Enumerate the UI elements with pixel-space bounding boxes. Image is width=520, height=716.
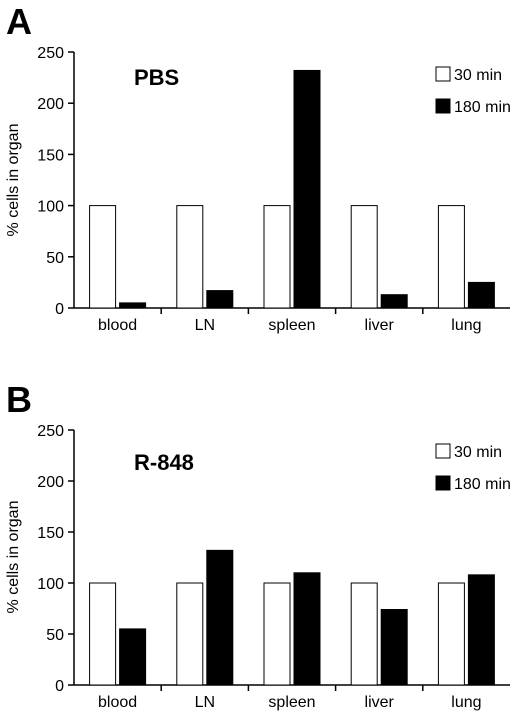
panel-title: R-848	[134, 450, 194, 475]
category-label: blood	[98, 694, 137, 711]
category-label: spleen	[268, 694, 315, 711]
category-label: spleen	[268, 317, 315, 334]
y-tick-label: 100	[37, 576, 64, 593]
category-label: LN	[195, 317, 215, 334]
category-label: lung	[451, 317, 481, 334]
y-axis-label: % cells in organ	[5, 124, 22, 237]
y-tick-label: 150	[37, 147, 64, 164]
legend-label: 30 min	[454, 67, 502, 84]
bar-spleen-180min	[293, 572, 321, 686]
legend-label: 30 min	[454, 444, 502, 461]
panel-letter: A	[6, 1, 32, 42]
bar-blood-180min	[119, 628, 147, 686]
bar-liver-30min	[350, 582, 378, 686]
bar-spleen-30min	[263, 582, 291, 686]
chart-panel-a: A 0 50 100 150 200 250 % cells in organ blood LN s…	[5, 1, 511, 334]
y-tick-label: 150	[37, 525, 64, 542]
chart-panel-b: B 0 50 100 150 200 250 % cells in organ blood LN s…	[5, 379, 511, 711]
y-tick-label: 200	[37, 96, 64, 113]
legend-swatch	[435, 475, 451, 491]
legend-swatch	[435, 443, 451, 459]
bar-ln-30min	[176, 582, 204, 686]
bar-blood-30min	[89, 582, 117, 686]
category-label: LN	[195, 694, 215, 711]
bar-ln-30min	[176, 205, 204, 309]
category-label: lung	[451, 694, 481, 711]
bar-ln-180min	[206, 549, 234, 686]
y-tick-label: 50	[46, 250, 64, 267]
bar-spleen-180min	[293, 69, 321, 309]
bar-lung-30min	[437, 582, 465, 686]
panel-title: PBS	[134, 65, 179, 90]
bar-ln-180min	[206, 290, 234, 309]
bar-spleen-30min	[263, 205, 291, 309]
category-label: liver	[365, 694, 395, 711]
y-tick-label: 0	[55, 678, 64, 695]
legend-swatch	[435, 98, 451, 114]
y-tick-label: 0	[55, 301, 64, 318]
y-tick-label: 100	[37, 199, 64, 216]
y-tick-label: 200	[37, 474, 64, 491]
bar-liver-180min	[380, 294, 408, 309]
panel-letter: B	[6, 379, 32, 420]
bar-lung-180min	[467, 281, 495, 309]
y-tick-label: 250	[37, 423, 64, 440]
bar-blood-30min	[89, 205, 117, 309]
bar-blood-180min	[119, 302, 147, 309]
bar-liver-30min	[350, 205, 378, 309]
bar-lung-30min	[437, 205, 465, 309]
bar-liver-180min	[380, 609, 408, 686]
y-tick-label: 50	[46, 627, 64, 644]
category-label: blood	[98, 317, 137, 334]
legend-swatch	[435, 66, 451, 82]
y-axis-label: % cells in organ	[5, 501, 22, 614]
bar-lung-180min	[467, 574, 495, 686]
category-label: liver	[365, 317, 395, 334]
legend-label: 180 min	[454, 476, 511, 493]
y-tick-label: 250	[37, 45, 64, 62]
legend-label: 180 min	[454, 99, 511, 116]
